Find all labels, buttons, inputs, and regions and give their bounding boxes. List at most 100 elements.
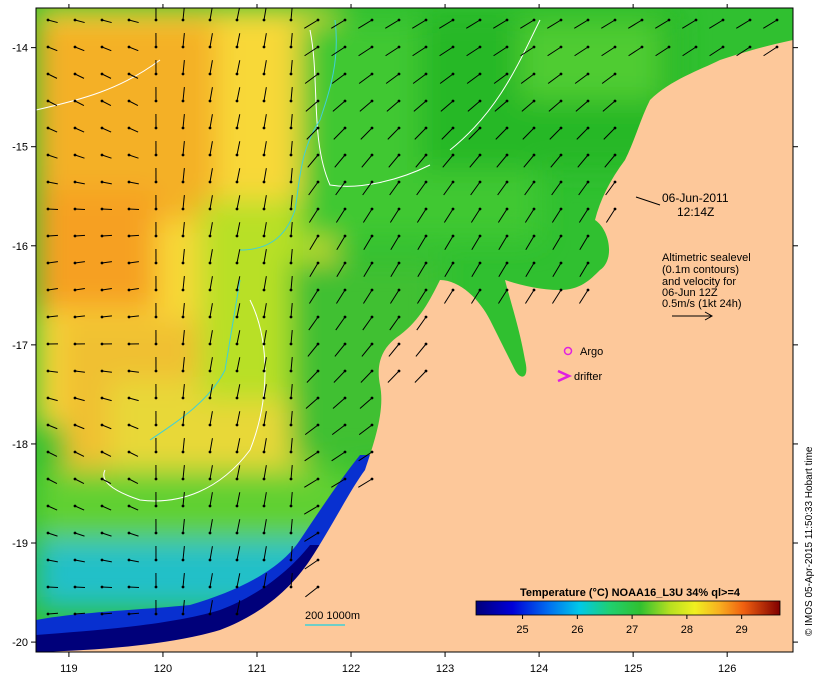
velocity-arrow-head	[505, 261, 509, 265]
velocity-arrow-head	[208, 261, 212, 265]
velocity-arrow-head	[73, 585, 77, 589]
velocity-arrow-head	[343, 99, 347, 103]
velocity-arrow	[101, 532, 112, 537]
velocity-arrow-head	[586, 99, 590, 103]
velocity-arrow-head	[451, 126, 455, 130]
velocity-arrow-head	[127, 477, 131, 481]
velocity-arrow	[358, 46, 373, 57]
velocity-arrow	[182, 87, 185, 102]
velocity-arrow	[128, 478, 139, 484]
velocity-arrow-head	[343, 369, 347, 373]
velocity-arrow	[390, 235, 400, 250]
velocity-arrow-head	[343, 342, 347, 346]
lon-tick-label: 125	[624, 663, 642, 675]
velocity-arrow-head	[208, 369, 212, 373]
velocity-arrow	[101, 397, 112, 402]
lon-tick-label: 119	[60, 663, 78, 675]
velocity-arrow	[575, 100, 589, 112]
velocity-arrow	[335, 181, 346, 196]
velocity-arrow	[574, 19, 589, 29]
velocity-arrow-head	[46, 99, 50, 103]
velocity-arrow	[290, 330, 293, 345]
velocity-arrow-head	[262, 477, 266, 481]
velocity-arrow	[128, 127, 139, 133]
velocity-arrow	[333, 127, 346, 140]
velocity-arrow-head	[235, 288, 239, 292]
velocity-arrow-head	[613, 207, 617, 211]
velocity-arrow-head	[586, 45, 590, 49]
velocity-arrow	[209, 546, 213, 561]
velocity-arrow	[236, 330, 241, 345]
velocity-arrow-head	[181, 126, 185, 130]
velocity-arrow	[304, 559, 319, 570]
velocity-arrow	[290, 438, 293, 453]
velocity-arrow	[74, 370, 85, 373]
velocity-arrow-head	[289, 180, 293, 184]
velocity-arrow-head	[100, 558, 104, 562]
velocity-arrow-head	[181, 585, 185, 589]
velocity-arrow-head	[154, 558, 158, 562]
velocity-arrow	[209, 114, 213, 129]
velocity-arrow	[290, 519, 293, 534]
velocity-arrow	[290, 87, 293, 102]
velocity-arrow-head	[478, 207, 482, 211]
velocity-arrow	[361, 343, 373, 357]
depth-contour-200	[239, 19, 337, 251]
velocity-arrow	[263, 33, 267, 48]
velocity-arrow	[363, 262, 373, 277]
velocity-arrow-head	[235, 504, 239, 508]
velocity-arrow-head	[181, 315, 185, 319]
velocity-arrow-head	[424, 207, 428, 211]
velocity-arrow-head	[208, 450, 212, 454]
velocity-arrow-head	[370, 315, 374, 319]
velocity-arrow-head	[451, 18, 455, 22]
velocity-arrow	[359, 397, 373, 409]
velocity-arrow-head	[100, 207, 104, 211]
velocity-arrow-head	[181, 99, 185, 103]
velocity-arrow-head	[289, 450, 293, 454]
velocity-arrow	[333, 370, 346, 383]
velocity-arrow-head	[424, 99, 428, 103]
velocity-arrow	[236, 222, 241, 237]
velocity-arrow-head	[289, 18, 293, 22]
velocity-arrow	[305, 397, 319, 409]
velocity-arrow-head	[73, 234, 77, 238]
velocity-arrow	[47, 287, 58, 291]
velocity-arrow	[385, 19, 400, 29]
velocity-arrow-head	[478, 261, 482, 265]
velocity-arrow	[574, 73, 589, 84]
velocity-arrow-head	[397, 342, 401, 346]
velocity-arrow	[444, 235, 454, 250]
velocity-arrow	[385, 46, 400, 57]
velocity-arrow	[263, 249, 267, 264]
velocity-arrow	[304, 451, 319, 462]
velocity-arrow-head	[289, 45, 293, 49]
sealevel-contour-3	[449, 19, 541, 151]
velocity-arrow-head	[748, 18, 752, 22]
velocity-arrow-head	[343, 288, 347, 292]
velocity-arrow	[101, 612, 113, 615]
velocity-arrow-head	[181, 531, 185, 535]
velocity-arrow-head	[586, 72, 590, 76]
velocity-arrow	[290, 141, 293, 156]
velocity-arrow-head	[154, 261, 158, 265]
velocity-arrow	[101, 127, 112, 133]
velocity-arrow-head	[235, 585, 239, 589]
drifter-marker	[557, 369, 573, 383]
velocity-arrow	[682, 46, 697, 57]
velocity-arrow	[182, 411, 185, 426]
velocity-arrow	[290, 303, 293, 318]
velocity-arrow	[763, 19, 778, 29]
velocity-arrow	[525, 262, 535, 277]
velocity-arrow-head	[370, 153, 374, 157]
velocity-arrow	[471, 289, 481, 304]
land-kimberley	[40, 40, 793, 652]
velocity-arrow-head	[289, 531, 293, 535]
velocity-arrows	[46, 8, 779, 616]
velocity-arrow-head	[397, 288, 401, 292]
velocity-arrow-head	[343, 234, 347, 238]
velocity-arrow-head	[451, 261, 455, 265]
velocity-arrow	[601, 73, 616, 84]
altimetry-line-5: 0.5m/s (1kt 24h)	[662, 298, 741, 310]
velocity-arrow-head	[613, 18, 617, 22]
